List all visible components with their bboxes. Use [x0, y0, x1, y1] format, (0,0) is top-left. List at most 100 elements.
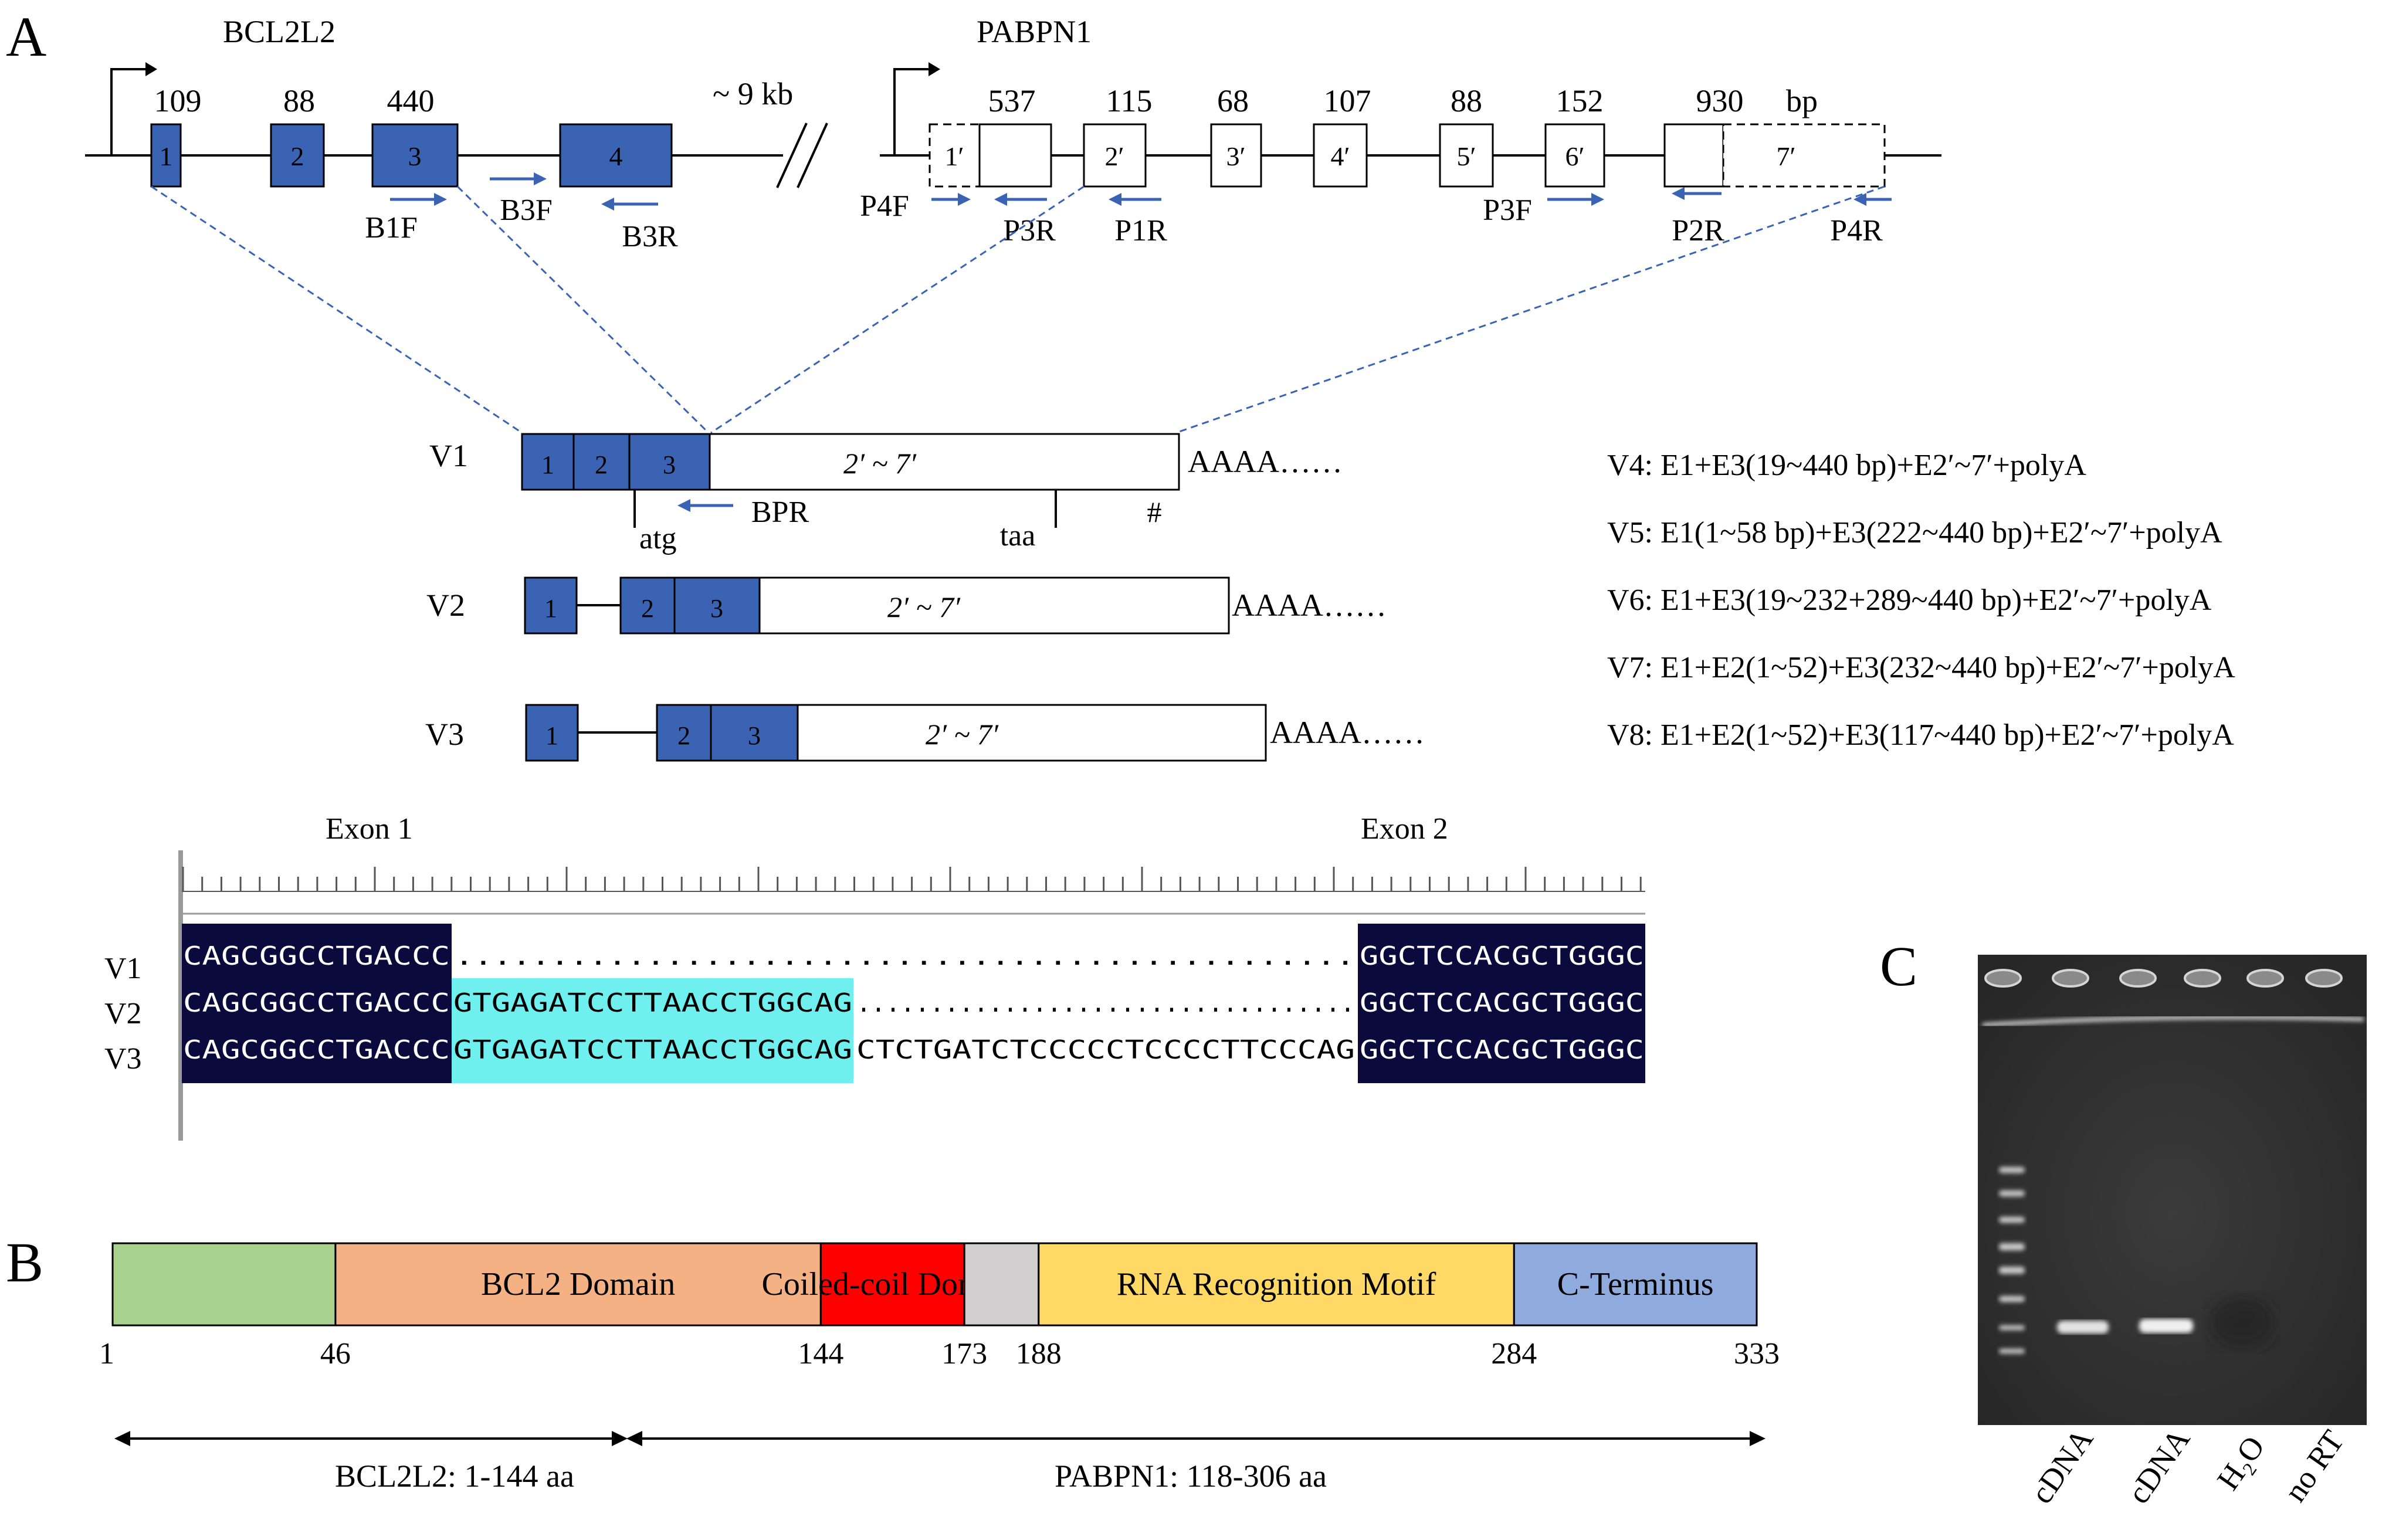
protein-domain-5: [1038, 1242, 1515, 1327]
pabpn1-exon-6prime: [1544, 123, 1605, 188]
pabpn1-exon-5prime-label: 5′: [1456, 141, 1476, 171]
gel-ladder: [1999, 1167, 2025, 1354]
pabpn1-exon-6prime-size: 152: [1556, 83, 1604, 118]
sequence-alignment: Exon 1 Exon 2 V1 V2 V3 CAGCGGCCTGACCC ..…: [104, 812, 1645, 1141]
pabpn1-span-label: PABPN1: 118-306 aa: [1055, 1458, 1327, 1494]
transcript-v2-name: V2: [426, 588, 465, 623]
svg-text:B3R: B3R: [622, 220, 678, 253]
primer-p4f: P4F: [860, 189, 971, 223]
gel-band-cdna-2: [2139, 1319, 2193, 1333]
gel-lane-label-3: H₂O: [2210, 1430, 2272, 1497]
v2-gap: ..................................: [856, 988, 1355, 1018]
bcl2l2-exon-4: [559, 123, 673, 188]
pabpn1-exon-7prime-utr: [1722, 123, 1886, 188]
variant-note-v4: V4: E1+E3(19~440 bp)+E2′~7′+polyA: [1607, 449, 2086, 482]
primer-p3r: P3R: [994, 193, 1056, 247]
protein-domain-3: [819, 1242, 965, 1327]
protein-position-tick: 333: [1734, 1337, 1780, 1371]
bp-unit-label: bp: [1786, 83, 1818, 118]
bcl2l2-exon-1-label: 1: [160, 141, 173, 171]
v1-exon2-seq: GGCTCCACGCTGGGC: [1360, 941, 1644, 971]
pabpn1-exon-4prime: [1313, 123, 1368, 188]
protein-domain-5-label: RNA Recognition Motif: [1117, 1266, 1436, 1302]
exon1-block: [182, 924, 452, 1083]
gel-wells: [1984, 969, 2343, 988]
variant-note-v5: V5: E1(1~58 bp)+E3(222~440 bp)+E2′~7′+po…: [1607, 516, 2222, 549]
v2-exon1-seq: CAGCGGCCTGACCC: [183, 988, 450, 1018]
transcript-v3-name: V3: [425, 717, 464, 752]
protein-position-tick: 1: [99, 1337, 114, 1371]
bcl2l2-exon-3-size: 440: [387, 83, 435, 118]
bcl2l2-exon-4-label: 4: [609, 141, 623, 171]
bcl2l2-promoter-arrow: [110, 68, 150, 155]
pabpn1-promoter-arrow: [893, 68, 933, 155]
protein-spans: BCL2L2: 1-144 aa PABPN1: 118-306 aa: [114, 1431, 1766, 1494]
exon1-header: Exon 1: [326, 812, 413, 846]
pabpn1-exon-5prime: [1439, 123, 1494, 188]
svg-text:P3R: P3R: [1003, 214, 1056, 247]
protein-domain-1: [111, 1242, 337, 1327]
exon2-block: [1358, 924, 1645, 1083]
svg-text:3: 3: [663, 450, 676, 479]
v1-gap: ........................................…: [455, 941, 1355, 971]
protein-position-tick: 188: [1016, 1337, 1062, 1371]
variant-note-v8: V8: E1+E2(1~52)+E3(117~440 bp)+E2′~7′+po…: [1607, 718, 2234, 752]
v3-intron-seq: CTCTGATCTCCCCCTCCCCTTCCCAG: [856, 1035, 1355, 1065]
panel-label-c: C: [1880, 935, 1917, 998]
v3-exon2-seq: GGCTCCACGCTGGGC: [1360, 1035, 1644, 1065]
gel-band-cdna-1: [2057, 1321, 2109, 1334]
v3-exon1-seq: CAGCGGCCTGACCC: [183, 1035, 450, 1065]
stop-codon-label: taa: [1000, 519, 1036, 552]
svg-text:2′ ~ 7′: 2′ ~ 7′: [843, 447, 917, 480]
alignment-ruler: [182, 867, 1645, 892]
svg-text:2′ ~ 7′: 2′ ~ 7′: [926, 718, 999, 751]
primer-b3f: B3F: [490, 172, 553, 227]
bcl2l2-exon-2-label: 2: [291, 141, 304, 171]
protein-domain-6: [1513, 1242, 1758, 1327]
pabpn1-exon-1prime-size: 537: [988, 83, 1036, 118]
primer-p4r: P4R: [1830, 193, 1892, 247]
variant-note-v6: V6: E1+E3(19~232+289~440 bp)+E2′~7′+poly…: [1607, 584, 2212, 617]
bcl2l2-exon-1: [150, 123, 182, 188]
pabpn1-exon-4prime-label: 4′: [1330, 141, 1350, 171]
pabpn1-exon-2prime-label: 2′: [1104, 141, 1124, 171]
break-mark-2: [797, 123, 828, 188]
pabpn1-exon-7prime-label: 7′: [1776, 141, 1795, 171]
pabpn1-exon-5prime-size: 88: [1451, 83, 1482, 118]
pabpn1-exon-7prime-coding: [1663, 123, 1724, 188]
svg-text:1: 1: [544, 594, 557, 623]
gap-size-label: ~ 9 kb: [713, 76, 793, 111]
transcript-v3: V3 1 2 3 2′ ~ 7′ AAAA……: [425, 704, 1425, 762]
v2-insert-seq: GTGAGATCCTTAACCTGGCAG: [453, 988, 852, 1018]
pabpn1-exon-3prime: [1210, 123, 1262, 188]
panel-label-a: A: [6, 5, 46, 68]
pabpn1-exon-1prime-label: 1′: [944, 141, 964, 171]
panel-label-b: B: [6, 1231, 43, 1294]
svg-text:2: 2: [677, 721, 690, 750]
v1-exon1-seq: CAGCGGCCTGACCC: [183, 941, 450, 971]
gene-name-bcl2l2: BCL2L2: [223, 14, 336, 49]
protein-domain-map: BCL2 Domain Coiled-coil Domain RNA Recogni…: [99, 1242, 1780, 1371]
agarose-gel: cDNA cDNA H₂O no RT: [1978, 955, 2367, 1510]
pabpn1-exon-3prime-size: 68: [1217, 83, 1249, 118]
gene-name-pabpn1: PABPN1: [977, 14, 1092, 49]
transcript-v3-polya: AAAA……: [1270, 715, 1425, 750]
pabpn1-promoter-arrowhead: [929, 62, 940, 76]
svg-text:B3F: B3F: [500, 194, 553, 227]
bcl2l2-exon-3: [371, 123, 459, 188]
svg-text:1: 1: [541, 450, 554, 479]
svg-text:B1F: B1F: [365, 211, 418, 245]
protein-position-tick: 173: [941, 1337, 987, 1371]
svg-text:2′ ~ 7′: 2′ ~ 7′: [887, 591, 961, 623]
primer-p1r: P1R: [1109, 193, 1167, 247]
insert-highlight: [452, 978, 853, 1083]
v2-exon2-seq: GGCTCCACGCTGGGC: [1360, 988, 1644, 1018]
protein-position-tick: 46: [320, 1337, 351, 1371]
pabpn1-exon-3prime-label: 3′: [1226, 141, 1245, 171]
transcript-v1-polya: AAAA……: [1188, 444, 1343, 479]
bcl2l2-span-label: BCL2L2: 1-144 aa: [335, 1458, 574, 1494]
svg-text:P4R: P4R: [1830, 214, 1883, 247]
transcript-v1: V1 1 2 3 2′ ~ 7′ AAAA…… atg taa BPR #: [429, 433, 1343, 555]
transcript-v2: V2 1 2 3 2′ ~ 7′ AAAA……: [426, 576, 1387, 635]
protein-domain-6-label: C-Terminus: [1557, 1266, 1714, 1302]
